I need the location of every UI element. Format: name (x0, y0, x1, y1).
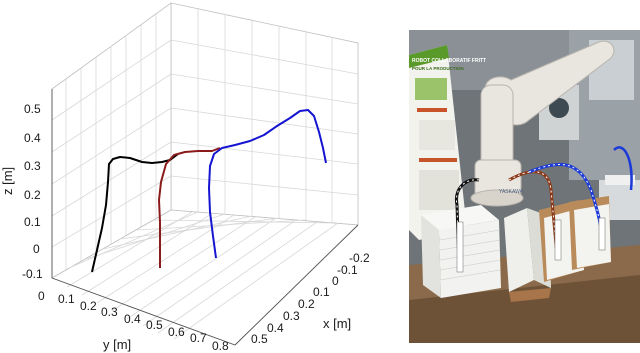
axis-frame (51, 89, 359, 346)
z-axis-label: z [m] (0, 167, 15, 195)
z-tick-0.1: 0.1 (24, 215, 41, 229)
robot-arm (470, 40, 615, 207)
trajectory-blue (208, 109, 327, 259)
y-tick-labels: 0 0.1 0.2 0.3 0.4 0.5 0.6 0.7 0.8 (38, 289, 229, 353)
x-tick-0: 0 (332, 274, 339, 288)
x-tick-0.2: 0.2 (298, 297, 315, 311)
y-tick-0.8: 0.8 (212, 339, 229, 353)
x-tick-0.5: 0.5 (251, 332, 268, 346)
y-axis-label: y [m] (103, 337, 131, 352)
z-tick-0.4: 0.4 (24, 131, 41, 145)
y-tick-0.4: 0.4 (124, 312, 141, 326)
x-tick-0.4: 0.4 (267, 321, 284, 335)
x-tick-neg0.1: -0.1 (337, 263, 358, 277)
y-tick-0: 0 (38, 289, 45, 303)
y-tick-0.3: 0.3 (101, 305, 118, 319)
lab-photo-illustration: ROBOT COLLABORATIF FRITT POUR LA PRODUCT… (409, 30, 640, 343)
white-box (421, 205, 501, 298)
back-pane-right (170, 2, 359, 226)
trajectory-black (91, 153, 179, 273)
y-tick-0.7: 0.7 (190, 331, 207, 345)
robot-label: YASKAWA (499, 189, 524, 195)
x-tick-0.1: 0.1 (313, 285, 330, 299)
x-tick-labels: -0.2 -0.1 0 0.1 0.2 0.3 0.4 0.5 (251, 251, 370, 346)
y-tick-0.1: 0.1 (58, 292, 75, 306)
x-axis-label: x [m] (323, 316, 351, 331)
poster-title-line1: ROBOT COLLABORATIF FRITT (412, 58, 486, 64)
z-tick-neg0.1: -0.1 (22, 267, 43, 281)
y-tick-0.6: 0.6 (168, 325, 185, 339)
lab-photo: ROBOT COLLABORATIF FRITT POUR LA PRODUCT… (409, 30, 640, 343)
z-tick-0.5: 0.5 (24, 102, 41, 116)
wire-red (508, 170, 559, 256)
poster-title-line2: POUR LA PRODUCTION (412, 66, 464, 71)
z-tick-0: 0 (33, 242, 40, 256)
x-tick-0.3: 0.3 (283, 309, 300, 323)
z-tick-labels: 0.5 0.4 0.3 0.2 0.1 0 -0.1 (22, 102, 43, 281)
trajectory-3d-plot: 0.5 0.4 0.3 0.2 0.1 0 -0.1 z [m] 0 0.1 0… (0, 2, 370, 353)
cardboard-boxes (504, 196, 611, 302)
x-tick-neg0.2: -0.2 (349, 251, 370, 265)
z-tick-0.3: 0.3 (24, 159, 41, 173)
y-tick-0.5: 0.5 (146, 318, 163, 332)
trajectory-red (158, 147, 221, 268)
plot-canvas: 0.5 0.4 0.3 0.2 0.1 0 -0.1 z [m] 0 0.1 0… (0, 2, 370, 353)
floor-pane (51, 209, 359, 346)
y-tick-0.2: 0.2 (80, 299, 97, 313)
z-tick-0.2: 0.2 (24, 188, 41, 202)
